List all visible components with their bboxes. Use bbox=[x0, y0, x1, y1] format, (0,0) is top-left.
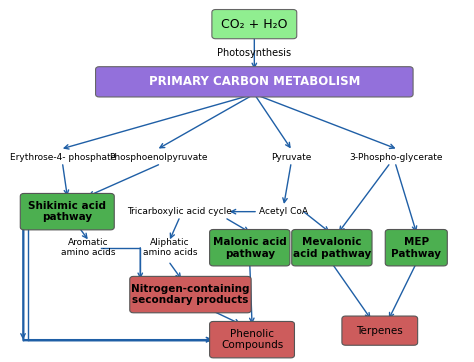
FancyBboxPatch shape bbox=[20, 193, 114, 230]
Text: Aromatic
amino acids: Aromatic amino acids bbox=[61, 238, 115, 257]
Text: MEP
Pathway: MEP Pathway bbox=[391, 237, 441, 258]
Text: Terpenes: Terpenes bbox=[356, 326, 403, 336]
Text: Aliphatic
amino acids: Aliphatic amino acids bbox=[143, 238, 197, 257]
Text: Tricarboxylic acid cycle: Tricarboxylic acid cycle bbox=[127, 207, 231, 216]
Text: CO₂ + H₂O: CO₂ + H₂O bbox=[221, 18, 288, 31]
FancyBboxPatch shape bbox=[342, 316, 418, 345]
FancyBboxPatch shape bbox=[212, 9, 297, 39]
Text: 3-Phospho-glycerate: 3-Phospho-glycerate bbox=[349, 153, 443, 162]
Text: Photosynthesis: Photosynthesis bbox=[217, 49, 292, 58]
Text: Nitrogen-containing
secondary products: Nitrogen-containing secondary products bbox=[131, 284, 250, 306]
FancyBboxPatch shape bbox=[96, 67, 413, 97]
Text: Mevalonic
acid pathway: Mevalonic acid pathway bbox=[293, 237, 371, 258]
FancyBboxPatch shape bbox=[385, 230, 447, 266]
Text: Shikimic acid
pathway: Shikimic acid pathway bbox=[28, 201, 106, 223]
Text: Phosphoenolpyruvate: Phosphoenolpyruvate bbox=[109, 153, 208, 162]
Text: Malonic acid
pathway: Malonic acid pathway bbox=[213, 237, 287, 258]
FancyBboxPatch shape bbox=[210, 230, 290, 266]
Text: Pyruvate: Pyruvate bbox=[271, 153, 311, 162]
Text: PRIMARY CARBON METABOLISM: PRIMARY CARBON METABOLISM bbox=[149, 75, 360, 88]
Text: Acetyl CoA: Acetyl CoA bbox=[259, 207, 309, 216]
FancyBboxPatch shape bbox=[210, 321, 294, 358]
Text: Erythrose-4- phosphate: Erythrose-4- phosphate bbox=[9, 153, 116, 162]
Text: Phenolic
Compounds: Phenolic Compounds bbox=[221, 329, 283, 350]
FancyBboxPatch shape bbox=[292, 230, 372, 266]
FancyBboxPatch shape bbox=[130, 276, 251, 313]
